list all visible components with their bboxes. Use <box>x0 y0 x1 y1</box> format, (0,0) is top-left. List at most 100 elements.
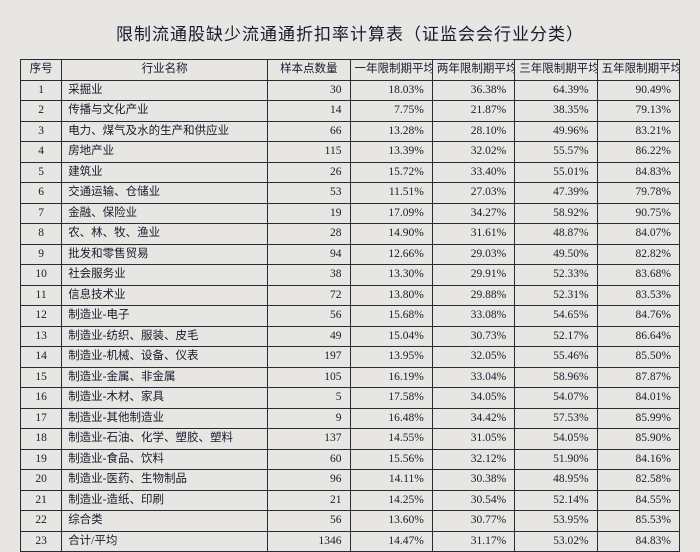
table-cell: 85.53% <box>597 511 679 532</box>
col-header-3yr: 三年限制期平均折扣率 <box>515 60 597 81</box>
table-cell: 19 <box>268 203 350 224</box>
table-cell: 26 <box>268 162 350 183</box>
col-header-1yr: 一年限制期平均折扣率 <box>350 60 432 81</box>
table-cell: 19 <box>21 449 62 470</box>
table-cell: 5 <box>21 162 62 183</box>
table-row: 23合计/平均134614.47%31.17%53.02%84.83% <box>21 531 680 552</box>
table-cell: 11.51% <box>350 183 432 204</box>
table-cell: 51.90% <box>515 449 597 470</box>
table-cell: 48.95% <box>515 470 597 491</box>
table-cell: 34.05% <box>432 388 514 409</box>
table-cell: 2 <box>21 101 62 122</box>
discount-rate-table: 序号 行业名称 样本点数量 一年限制期平均折扣率 两年限制期平均折扣率 三年限制… <box>20 59 680 552</box>
col-header-seq: 序号 <box>21 60 62 81</box>
table-cell: 12 <box>21 306 62 327</box>
table-cell: 53.95% <box>515 511 597 532</box>
table-cell: 49 <box>268 326 350 347</box>
table-cell: 55.01% <box>515 162 597 183</box>
table-cell: 16 <box>21 388 62 409</box>
table-cell: 制造业-造纸、印刷 <box>62 490 268 511</box>
table-cell: 30.38% <box>432 470 514 491</box>
table-cell: 7 <box>21 203 62 224</box>
table-row: 21制造业-造纸、印刷2114.25%30.54%52.14%84.55% <box>21 490 680 511</box>
col-header-2yr: 两年限制期平均折扣率 <box>432 60 514 81</box>
table-cell: 11 <box>21 285 62 306</box>
table-cell: 32.12% <box>432 449 514 470</box>
table-cell: 54.05% <box>515 429 597 450</box>
table-cell: 38 <box>268 265 350 286</box>
table-cell: 84.16% <box>597 449 679 470</box>
table-cell: 21 <box>268 490 350 511</box>
table-cell: 66 <box>268 121 350 142</box>
table-cell: 33.40% <box>432 162 514 183</box>
table-cell: 27.03% <box>432 183 514 204</box>
table-cell: 20 <box>21 470 62 491</box>
table-cell: 15.56% <box>350 449 432 470</box>
table-cell: 79.78% <box>597 183 679 204</box>
table-cell: 84.55% <box>597 490 679 511</box>
table-cell: 30 <box>268 80 350 101</box>
table-row: 12制造业-电子5615.68%33.08%54.65%84.76% <box>21 306 680 327</box>
table-row: 5建筑业2615.72%33.40%55.01%84.83% <box>21 162 680 183</box>
table-row: 22综合类5613.60%30.77%53.95%85.53% <box>21 511 680 532</box>
table-cell: 58.96% <box>515 367 597 388</box>
table-cell: 96 <box>268 470 350 491</box>
table-cell: 14.25% <box>350 490 432 511</box>
table-cell: 55.57% <box>515 142 597 163</box>
table-cell: 30.73% <box>432 326 514 347</box>
table-cell: 1346 <box>268 531 350 552</box>
table-row: 6交通运输、仓储业5311.51%27.03%47.39%79.78% <box>21 183 680 204</box>
table-cell: 79.13% <box>597 101 679 122</box>
table-cell: 3 <box>21 121 62 142</box>
table-row: 20制造业-医药、生物制品9614.11%30.38%48.95%82.58% <box>21 470 680 491</box>
table-cell: 14.90% <box>350 224 432 245</box>
table-cell: 38.35% <box>515 101 597 122</box>
col-header-sample: 样本点数量 <box>268 60 350 81</box>
table-cell: 52.14% <box>515 490 597 511</box>
table-cell: 13.80% <box>350 285 432 306</box>
table-cell: 农、林、牧、渔业 <box>62 224 268 245</box>
table-cell: 1 <box>21 80 62 101</box>
table-cell: 制造业-机械、设备、仪表 <box>62 347 268 368</box>
table-cell: 84.07% <box>597 224 679 245</box>
table-row: 9批发和零售贸易9412.66%29.03%49.50%82.82% <box>21 244 680 265</box>
table-cell: 制造业-木材、家具 <box>62 388 268 409</box>
col-header-name: 行业名称 <box>62 60 268 81</box>
table-cell: 53 <box>268 183 350 204</box>
table-cell: 制造业-电子 <box>62 306 268 327</box>
table-cell: 16.19% <box>350 367 432 388</box>
table-cell: 53.02% <box>515 531 597 552</box>
table-cell: 197 <box>268 347 350 368</box>
table-row: 16制造业-木材、家具517.58%34.05%54.07%84.01% <box>21 388 680 409</box>
table-cell: 17 <box>21 408 62 429</box>
table-row: 14制造业-机械、设备、仪表19713.95%32.05%55.46%85.50… <box>21 347 680 368</box>
table-cell: 15.68% <box>350 306 432 327</box>
table-cell: 22 <box>21 511 62 532</box>
table-cell: 48.87% <box>515 224 597 245</box>
table-cell: 信息技术业 <box>62 285 268 306</box>
table-cell: 13.30% <box>350 265 432 286</box>
table-cell: 31.17% <box>432 531 514 552</box>
table-cell: 54.07% <box>515 388 597 409</box>
table-cell: 13.60% <box>350 511 432 532</box>
table-cell: 建筑业 <box>62 162 268 183</box>
table-cell: 87.87% <box>597 367 679 388</box>
table-cell: 54.65% <box>515 306 597 327</box>
table-row: 19制造业-食品、饮料6015.56%32.12%51.90%84.16% <box>21 449 680 470</box>
table-cell: 33.08% <box>432 306 514 327</box>
table-cell: 29.91% <box>432 265 514 286</box>
table-cell: 32.05% <box>432 347 514 368</box>
table-cell: 14 <box>21 347 62 368</box>
table-cell: 31.61% <box>432 224 514 245</box>
table-row: 18制造业-石油、化学、塑胶、塑料13714.55%31.05%54.05%85… <box>21 429 680 450</box>
table-cell: 94 <box>268 244 350 265</box>
table-cell: 85.50% <box>597 347 679 368</box>
table-cell: 14.55% <box>350 429 432 450</box>
table-cell: 13.28% <box>350 121 432 142</box>
table-row: 2传播与文化产业147.75%21.87%38.35%79.13% <box>21 101 680 122</box>
table-cell: 社会服务业 <box>62 265 268 286</box>
table-cell: 金融、保险业 <box>62 203 268 224</box>
table-cell: 15.72% <box>350 162 432 183</box>
table-cell: 56 <box>268 306 350 327</box>
table-cell: 14.11% <box>350 470 432 491</box>
